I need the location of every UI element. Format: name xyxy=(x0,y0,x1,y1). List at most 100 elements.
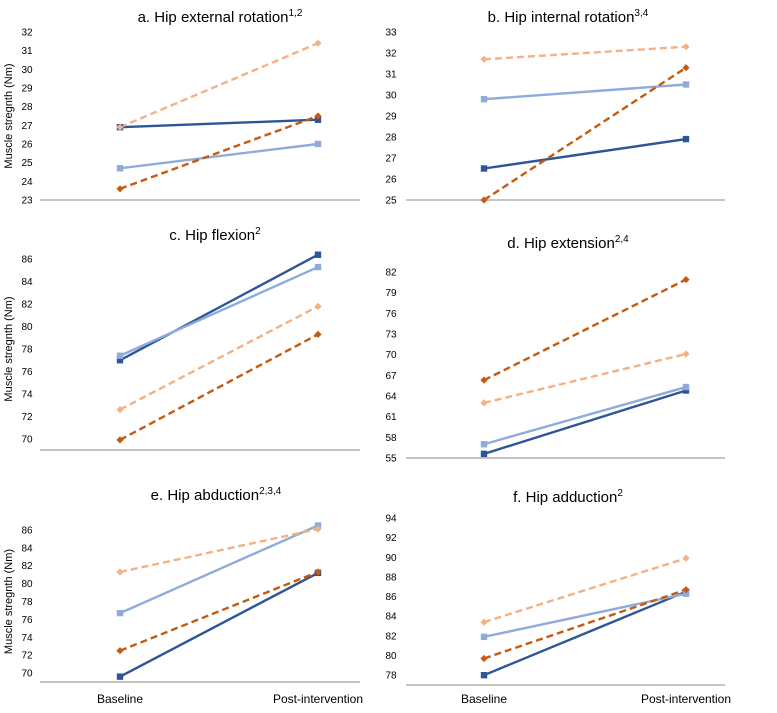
y-tick-label: 86 xyxy=(21,525,33,536)
data-point-series-1 xyxy=(480,165,488,172)
y-tick-label: 25 xyxy=(385,196,397,207)
y-tick-label: 70 xyxy=(385,350,397,361)
y-tick-label: 27 xyxy=(385,154,397,165)
panel-a: a. Hip external rotation1,2 Muscle stregn… xyxy=(3,8,360,207)
data-point-series-3 xyxy=(116,436,124,444)
data-point-series-2 xyxy=(480,96,488,103)
data-point-series-1 xyxy=(314,251,322,258)
y-tick-label: 80 xyxy=(21,579,33,590)
panel-title-text: Hip external rotation xyxy=(154,9,288,26)
x-tick-label: Baseline xyxy=(461,692,507,706)
data-point-series-2 xyxy=(314,263,322,271)
y-tick-label: 94 xyxy=(385,514,397,525)
y-axis-label: Muscle stregnth (Nm) xyxy=(3,296,15,401)
data-point-series-3 xyxy=(116,185,124,193)
series-line-series-1 xyxy=(483,137,687,170)
y-tick-label: 29 xyxy=(385,112,397,123)
y-tick-label: 78 xyxy=(21,597,33,608)
y-tick-label: 31 xyxy=(385,70,397,81)
x-tick-label: Post-intervention xyxy=(273,692,363,706)
data-point-series-4 xyxy=(116,123,124,131)
y-tick-label: 82 xyxy=(21,561,33,572)
series-line-series-4 xyxy=(483,557,687,624)
panel-title: d. Hip extension2,4 xyxy=(507,234,629,252)
panel-title: f. Hip adduction2 xyxy=(513,488,623,506)
panel-title-text: Hip extension xyxy=(524,235,615,252)
panel-title: b. Hip internal rotation3,4 xyxy=(488,8,649,26)
data-point-series-3 xyxy=(480,654,488,663)
series-line-series-2 xyxy=(119,142,319,170)
data-point-series-2 xyxy=(682,383,690,391)
x-tick-label: Baseline xyxy=(97,692,143,706)
series-line-series-1 xyxy=(119,571,319,678)
series-line-series-3 xyxy=(119,570,319,652)
data-point-series-3 xyxy=(314,330,322,339)
data-point-series-3 xyxy=(682,586,690,594)
y-tick-label: 73 xyxy=(385,330,397,341)
series-line-series-2 xyxy=(483,385,687,446)
y-tick-label: 61 xyxy=(385,412,397,423)
data-point-series-2 xyxy=(116,352,124,359)
panel-title-superscript: 2,3,4 xyxy=(259,486,282,497)
panel-title-superscript: 3,4 xyxy=(634,8,648,19)
data-point-series-4 xyxy=(682,43,690,51)
series-line-series-2 xyxy=(483,83,687,101)
data-point-series-4 xyxy=(682,350,690,358)
series-line-series-2 xyxy=(119,265,319,357)
data-point-series-3 xyxy=(480,376,488,384)
data-point-series-3 xyxy=(116,647,124,655)
x-tick-label: Post-intervention xyxy=(641,692,731,706)
y-tick-label: 25 xyxy=(21,158,33,169)
y-tick-label: 55 xyxy=(385,454,397,465)
data-point-series-2 xyxy=(480,633,488,641)
panel-title-superscript: 2 xyxy=(617,488,623,499)
data-point-series-3 xyxy=(314,112,322,120)
data-point-series-2 xyxy=(116,165,124,172)
y-tick-label: 70 xyxy=(21,434,33,445)
series-line-series-3 xyxy=(483,66,687,202)
data-point-series-3 xyxy=(314,568,322,576)
data-point-series-4 xyxy=(314,302,322,310)
y-tick-label: 90 xyxy=(385,553,397,564)
panel-d: d. Hip extension2,4 55 58 61 64 67 70 73 76 79 82 xyxy=(385,234,725,465)
panel-title: a. Hip external rotation1,2 xyxy=(138,8,303,26)
y-axis-label: Muscle stregnth (Nm) xyxy=(3,63,15,168)
panel-title-prefix: e. xyxy=(151,487,168,504)
data-point-series-4 xyxy=(116,568,124,576)
series-line-series-4 xyxy=(483,352,687,405)
data-point-series-4 xyxy=(314,39,322,47)
y-tick-label: 64 xyxy=(385,392,397,403)
y-tick-label: 72 xyxy=(21,651,33,662)
data-point-series-1 xyxy=(682,135,690,143)
data-point-series-1 xyxy=(116,673,124,680)
panel-title-prefix: f. xyxy=(513,489,526,506)
series-line-series-3 xyxy=(483,588,687,660)
y-tick-label: 27 xyxy=(21,121,33,132)
y-tick-label: 28 xyxy=(385,133,397,144)
y-tick-label: 74 xyxy=(21,633,33,644)
data-point-series-1 xyxy=(480,671,488,679)
data-point-series-4 xyxy=(116,406,124,414)
y-tick-label: 58 xyxy=(385,433,397,444)
y-tick-label: 72 xyxy=(21,412,33,423)
y-tick-label: 80 xyxy=(21,322,33,333)
panel-b: b. Hip internal rotation3,4 25 26 27 28 29 30 3… xyxy=(385,8,725,207)
y-tick-label: 82 xyxy=(385,268,397,279)
data-point-series-1 xyxy=(314,116,322,123)
data-point-series-4 xyxy=(314,525,322,533)
y-tick-label: 24 xyxy=(21,177,33,188)
data-point-series-3 xyxy=(480,196,488,204)
panel-title-text: Hip flexion xyxy=(185,227,255,244)
y-tick-label: 84 xyxy=(21,543,33,554)
data-point-series-1 xyxy=(480,450,488,458)
panel-title-prefix: d. xyxy=(507,235,524,252)
data-point-series-4 xyxy=(682,554,690,562)
series-line-series-4 xyxy=(119,305,319,411)
data-point-series-2 xyxy=(682,81,690,88)
y-tick-label: 82 xyxy=(21,300,33,311)
y-tick-label: 76 xyxy=(21,367,33,378)
y-tick-label: 26 xyxy=(21,140,33,151)
y-axis-label: Muscle stregnth (Nm) xyxy=(3,549,15,654)
